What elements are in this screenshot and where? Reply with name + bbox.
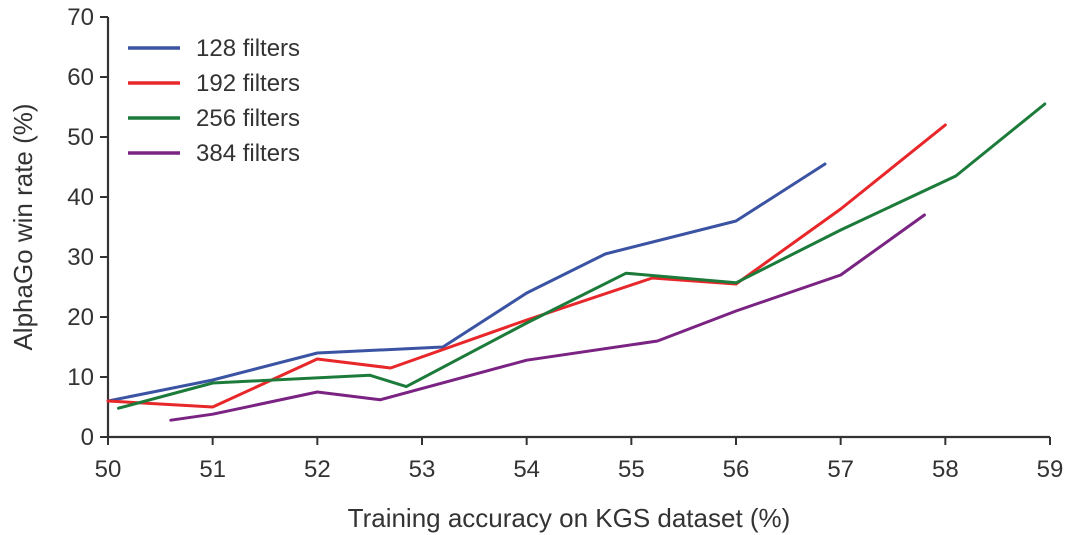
x-tick-label: 51	[199, 456, 226, 483]
axes	[106, 17, 1050, 439]
y-tick-label: 50	[67, 124, 94, 151]
series-line-4	[169, 213, 926, 422]
y-tick-label: 20	[67, 304, 94, 331]
legend-label: 128 filters	[196, 35, 300, 62]
y-axis-title: AlphaGo win rate (%)	[8, 103, 38, 350]
x-tick-label: 52	[304, 456, 331, 483]
legend-label: 256 filters	[196, 105, 300, 132]
legend-label: 384 filters	[196, 140, 300, 167]
x-ticks: 50 51 52 53 54 55 56 57 58 59	[95, 437, 1064, 483]
x-tick-label: 59	[1037, 456, 1064, 483]
x-tick-label: 53	[409, 456, 436, 483]
x-tick-label: 50	[95, 456, 122, 483]
legend: 128 filters 192 filters 256 filters 384 fil…	[128, 35, 300, 167]
series-line-1	[106, 162, 827, 403]
series-group	[106, 102, 1047, 422]
y-tick-label: 40	[67, 184, 94, 211]
y-tick-label: 30	[67, 244, 94, 271]
x-tick-label: 56	[723, 456, 750, 483]
y-tick-label: 0	[81, 424, 94, 451]
x-axis-title: Training accuracy on KGS dataset (%)	[348, 503, 791, 533]
x-tick-label: 58	[932, 456, 959, 483]
series-line-2	[106, 123, 947, 409]
x-tick-label: 57	[827, 456, 854, 483]
y-ticks: 0 10 20 30 40 50 60 70	[67, 4, 108, 451]
y-tick-label: 10	[67, 364, 94, 391]
x-tick-label: 54	[513, 456, 540, 483]
y-tick-label: 60	[67, 64, 94, 91]
series-line-3	[117, 102, 1047, 410]
x-tick-label: 55	[618, 456, 645, 483]
legend-label: 192 filters	[196, 70, 300, 97]
y-tick-label: 70	[67, 4, 94, 31]
